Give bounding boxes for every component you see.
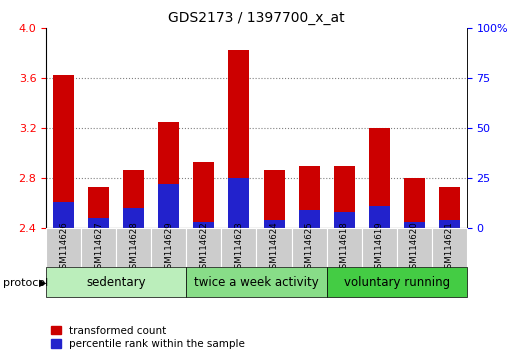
Text: GSM114626: GSM114626 <box>59 221 68 274</box>
Bar <box>46 267 186 297</box>
Bar <box>123 208 144 228</box>
Bar <box>291 228 327 267</box>
Text: protocol: protocol <box>3 278 48 288</box>
Bar <box>53 202 74 228</box>
Bar <box>186 228 222 267</box>
Text: GSM114627: GSM114627 <box>94 221 103 274</box>
Text: GSM114620: GSM114620 <box>410 221 419 274</box>
Text: GSM114629: GSM114629 <box>164 222 173 274</box>
Bar <box>222 228 256 267</box>
Legend: transformed count, percentile rank within the sample: transformed count, percentile rank withi… <box>51 326 245 349</box>
Bar <box>228 178 249 228</box>
Text: GSM114623: GSM114623 <box>234 221 244 274</box>
Text: ▶: ▶ <box>39 278 46 288</box>
Bar <box>369 128 390 228</box>
Bar <box>439 187 460 228</box>
Text: twice a week activity: twice a week activity <box>194 276 319 289</box>
Bar <box>46 228 81 267</box>
Bar <box>88 187 109 228</box>
Bar <box>397 228 432 267</box>
Bar <box>264 220 285 228</box>
Text: GSM114628: GSM114628 <box>129 221 139 274</box>
Bar <box>159 122 180 228</box>
Text: GSM114619: GSM114619 <box>374 222 384 274</box>
Bar <box>299 166 320 228</box>
Bar <box>159 184 180 228</box>
Text: GSM114624: GSM114624 <box>269 221 279 274</box>
Bar <box>327 267 467 297</box>
Title: GDS2173 / 1397700_x_at: GDS2173 / 1397700_x_at <box>168 11 345 24</box>
Bar <box>439 220 460 228</box>
Bar <box>404 222 425 228</box>
Bar <box>186 267 327 297</box>
Bar <box>333 166 354 228</box>
Bar <box>432 228 467 267</box>
Bar <box>404 178 425 228</box>
Bar <box>116 228 151 267</box>
Bar <box>53 75 74 228</box>
Bar <box>264 170 285 228</box>
Text: GSM114622: GSM114622 <box>200 221 208 274</box>
Text: sedentary: sedentary <box>87 276 146 289</box>
Bar <box>256 228 291 267</box>
Text: voluntary running: voluntary running <box>344 276 450 289</box>
Text: GSM114618: GSM114618 <box>340 221 349 274</box>
Text: GSM114621: GSM114621 <box>445 221 454 274</box>
Bar <box>333 212 354 228</box>
Text: GSM114625: GSM114625 <box>305 221 313 274</box>
Bar <box>88 218 109 228</box>
Bar <box>151 228 186 267</box>
Bar <box>228 50 249 228</box>
Bar <box>327 228 362 267</box>
Bar <box>81 228 116 267</box>
Bar <box>299 210 320 228</box>
Bar <box>193 222 214 228</box>
Bar <box>123 170 144 228</box>
Bar <box>362 228 397 267</box>
Bar <box>193 162 214 228</box>
Bar <box>369 206 390 228</box>
